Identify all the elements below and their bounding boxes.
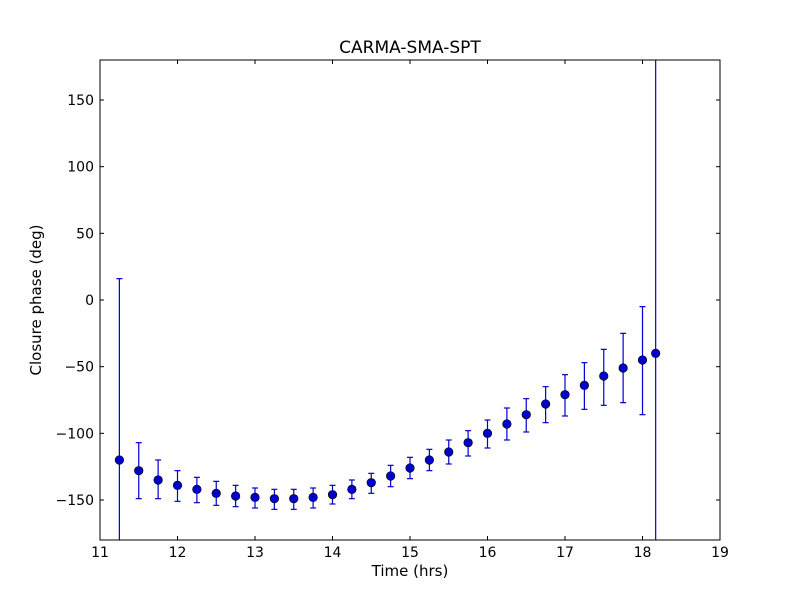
data-point: [502, 419, 512, 429]
data-point: [172, 480, 183, 490]
data-point: [327, 490, 338, 500]
x-tick-label: 17: [556, 545, 574, 561]
data-point: [386, 471, 396, 481]
data-point: [366, 478, 376, 488]
data-point: [541, 399, 551, 409]
x-tick-label: 18: [634, 545, 652, 561]
data-point: [444, 447, 454, 457]
plot-frame: [99, 59, 721, 541]
x-tick-label: 19: [711, 545, 729, 561]
data-point: [231, 491, 241, 501]
chart-title: CARMA-SMA-SPT: [339, 38, 481, 58]
data-point: [599, 371, 609, 381]
data-point: [637, 355, 648, 365]
y-axis-label: Closure phase (deg): [27, 225, 45, 376]
data-point: [192, 484, 202, 494]
data-point: [405, 463, 415, 473]
x-axis-label: Time (hrs): [371, 562, 449, 580]
data-point: [153, 475, 163, 485]
x-tick-label: 16: [479, 545, 497, 561]
data-marks: [114, 60, 661, 540]
x-tick-label: 15: [401, 545, 419, 561]
data-point: [618, 363, 628, 373]
x-tick-label: 11: [91, 545, 109, 561]
data-point: [560, 390, 570, 400]
y-tick-label: −150: [56, 493, 94, 509]
x-tick-label: 12: [169, 545, 187, 561]
data-point: [250, 492, 260, 502]
data-point: [308, 492, 318, 502]
data-point: [114, 455, 124, 465]
x-tick-label: 13: [246, 545, 264, 561]
x-tick-label: 14: [324, 545, 342, 561]
data-point: [579, 380, 589, 390]
data-point: [347, 484, 357, 494]
y-axis-ticks: −150 −100 −50 0 50 100 150: [56, 93, 720, 509]
data-point: [482, 428, 493, 438]
data-point: [424, 455, 434, 465]
y-tick-label: 50: [76, 226, 94, 242]
data-point: [289, 494, 299, 504]
y-tick-label: −100: [56, 426, 94, 442]
y-tick-label: −50: [64, 360, 94, 376]
data-point: [521, 410, 531, 420]
data-point: [269, 494, 279, 504]
data-point: [463, 438, 473, 448]
data-point: [651, 348, 661, 358]
y-tick-label: 100: [67, 160, 94, 176]
y-tick-label: 150: [67, 93, 94, 109]
data-point: [211, 488, 221, 498]
y-tick-label: 0: [85, 293, 94, 309]
data-point: [134, 466, 144, 476]
